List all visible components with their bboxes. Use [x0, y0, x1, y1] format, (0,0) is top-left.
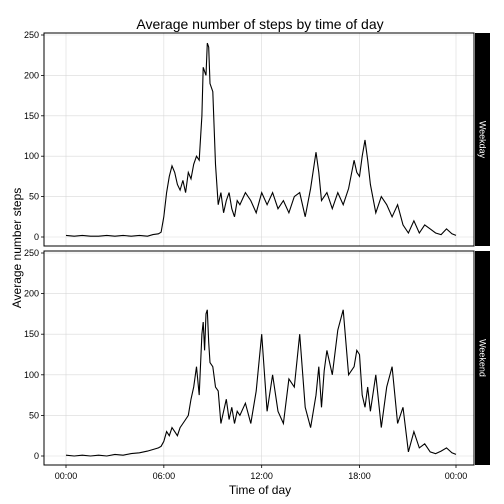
facet-strip-label: Weekday: [478, 121, 488, 159]
x-tick-label: 00:00: [55, 471, 78, 481]
x-axis-title: Time of day: [229, 483, 291, 497]
chart-title: Average number of steps by time of day: [136, 16, 383, 32]
x-tick-label: 18:00: [348, 471, 371, 481]
x-tick-label: 00:00: [445, 471, 468, 481]
y-tick-label: 250: [24, 30, 39, 40]
facet-panel-1: 0 50 100 150 200 250 Weekend: [24, 248, 490, 465]
y-axis-title: Average number steps: [10, 188, 24, 309]
y-tick-label: 100: [24, 151, 39, 161]
y-tick-label: 250: [24, 248, 39, 258]
y-tick-label: 50: [29, 410, 39, 420]
facet-strip-label: Weekend: [478, 339, 488, 377]
y-tick-label: 50: [29, 192, 39, 202]
x-tick-label: 06:00: [153, 471, 176, 481]
panel-background: [44, 33, 474, 246]
y-tick-label: 0: [34, 451, 39, 461]
y-tick-label: 200: [24, 70, 39, 80]
y-tick-label: 0: [34, 232, 39, 242]
y-tick-label: 150: [24, 111, 39, 121]
y-tick-label: 150: [24, 329, 39, 339]
x-tick-label: 12:00: [250, 471, 273, 481]
facet-panels: 0 50 100 150 200 250 Weekday 0 50 100 150 200 250 Wee…: [24, 30, 490, 481]
y-tick-label: 200: [24, 289, 39, 299]
facet-panel-0: 0 50 100 150 200 250 Weekday: [24, 30, 490, 246]
y-tick-label: 100: [24, 370, 39, 380]
